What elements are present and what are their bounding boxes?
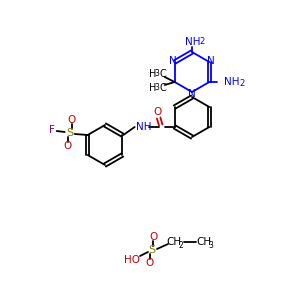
Text: 2: 2	[200, 38, 205, 46]
Text: N: N	[188, 89, 196, 99]
Text: O: O	[64, 141, 72, 151]
Text: H: H	[149, 83, 156, 93]
Text: 2: 2	[239, 80, 244, 88]
Text: 3: 3	[155, 83, 160, 92]
Text: N: N	[207, 56, 215, 66]
Text: F: F	[49, 125, 55, 135]
Text: S: S	[66, 128, 73, 138]
Text: O: O	[146, 258, 154, 268]
Text: 3: 3	[155, 70, 160, 79]
Text: NH: NH	[185, 37, 201, 47]
Text: H: H	[149, 69, 156, 79]
Text: O: O	[154, 107, 162, 117]
Text: O: O	[68, 115, 76, 125]
Text: NH: NH	[224, 77, 240, 87]
Text: N: N	[169, 56, 177, 66]
Text: CH: CH	[167, 237, 182, 247]
Text: S: S	[148, 245, 156, 255]
Text: 3: 3	[208, 241, 213, 250]
Text: CH: CH	[196, 237, 211, 247]
Text: NH: NH	[136, 122, 152, 132]
Text: O: O	[150, 232, 158, 242]
Text: C: C	[160, 83, 167, 93]
Text: HO: HO	[124, 255, 140, 265]
Text: C: C	[160, 69, 167, 79]
Text: 2: 2	[178, 241, 183, 250]
